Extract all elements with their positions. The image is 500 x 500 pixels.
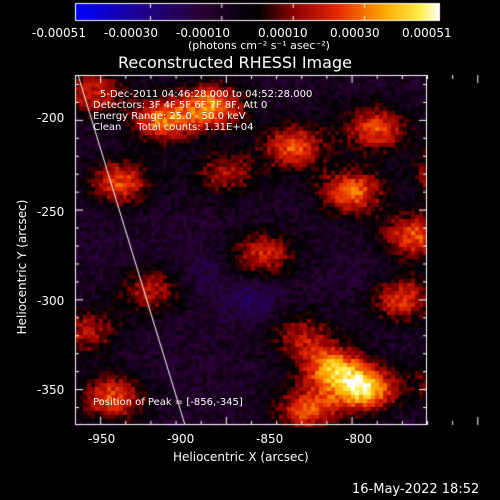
- y-tick-label: -200: [37, 111, 65, 125]
- detectors-annotation: Detectors: 3F 4F 5F 6F 7F 8F, Att 0: [93, 100, 268, 111]
- x-tick-label: -800: [345, 432, 373, 446]
- y-tick-label: -350: [37, 383, 65, 397]
- colorbar-unit-label: (photons cm⁻² s⁻¹ asec⁻²): [188, 39, 330, 52]
- colorbar-tick-label: -0.00010: [176, 26, 230, 40]
- y-tick-label: -250: [37, 205, 65, 219]
- clean-annotation: Clean Total counts: 1.31E+04: [93, 122, 254, 133]
- energy-range-annotation: Energy Range: 25.0 - 50.0 keV: [93, 111, 246, 122]
- colorbar-tick-label: -0.00051: [32, 26, 86, 40]
- footer-date: 16-May-2022 18:52: [352, 482, 480, 497]
- y-axis-title: Heliocentric Y (arcsec): [15, 199, 29, 335]
- time-range-annotation: 5-Dec-2011 04:46:28.000 to 04:52:28.000: [100, 89, 313, 100]
- x-tick-label: -900: [167, 432, 195, 446]
- x-tick-label: -950: [88, 432, 116, 446]
- colorbar-tick-label: 0.00051: [402, 26, 452, 40]
- chart-title: Reconstructed RHESSI Image: [118, 53, 352, 72]
- x-axis-title: Heliocentric X (arcsec): [173, 450, 309, 464]
- x-tick-label: -850: [256, 432, 284, 446]
- colorbar-tick-label: -0.00030: [104, 26, 158, 40]
- y-tick-label: -300: [37, 294, 65, 308]
- colorbar-tick-label: 0.00010: [258, 26, 308, 40]
- colorbar-tick-label: 0.00030: [330, 26, 380, 40]
- peak-position-annotation: Position of Peak = [-856,-345]: [93, 397, 243, 408]
